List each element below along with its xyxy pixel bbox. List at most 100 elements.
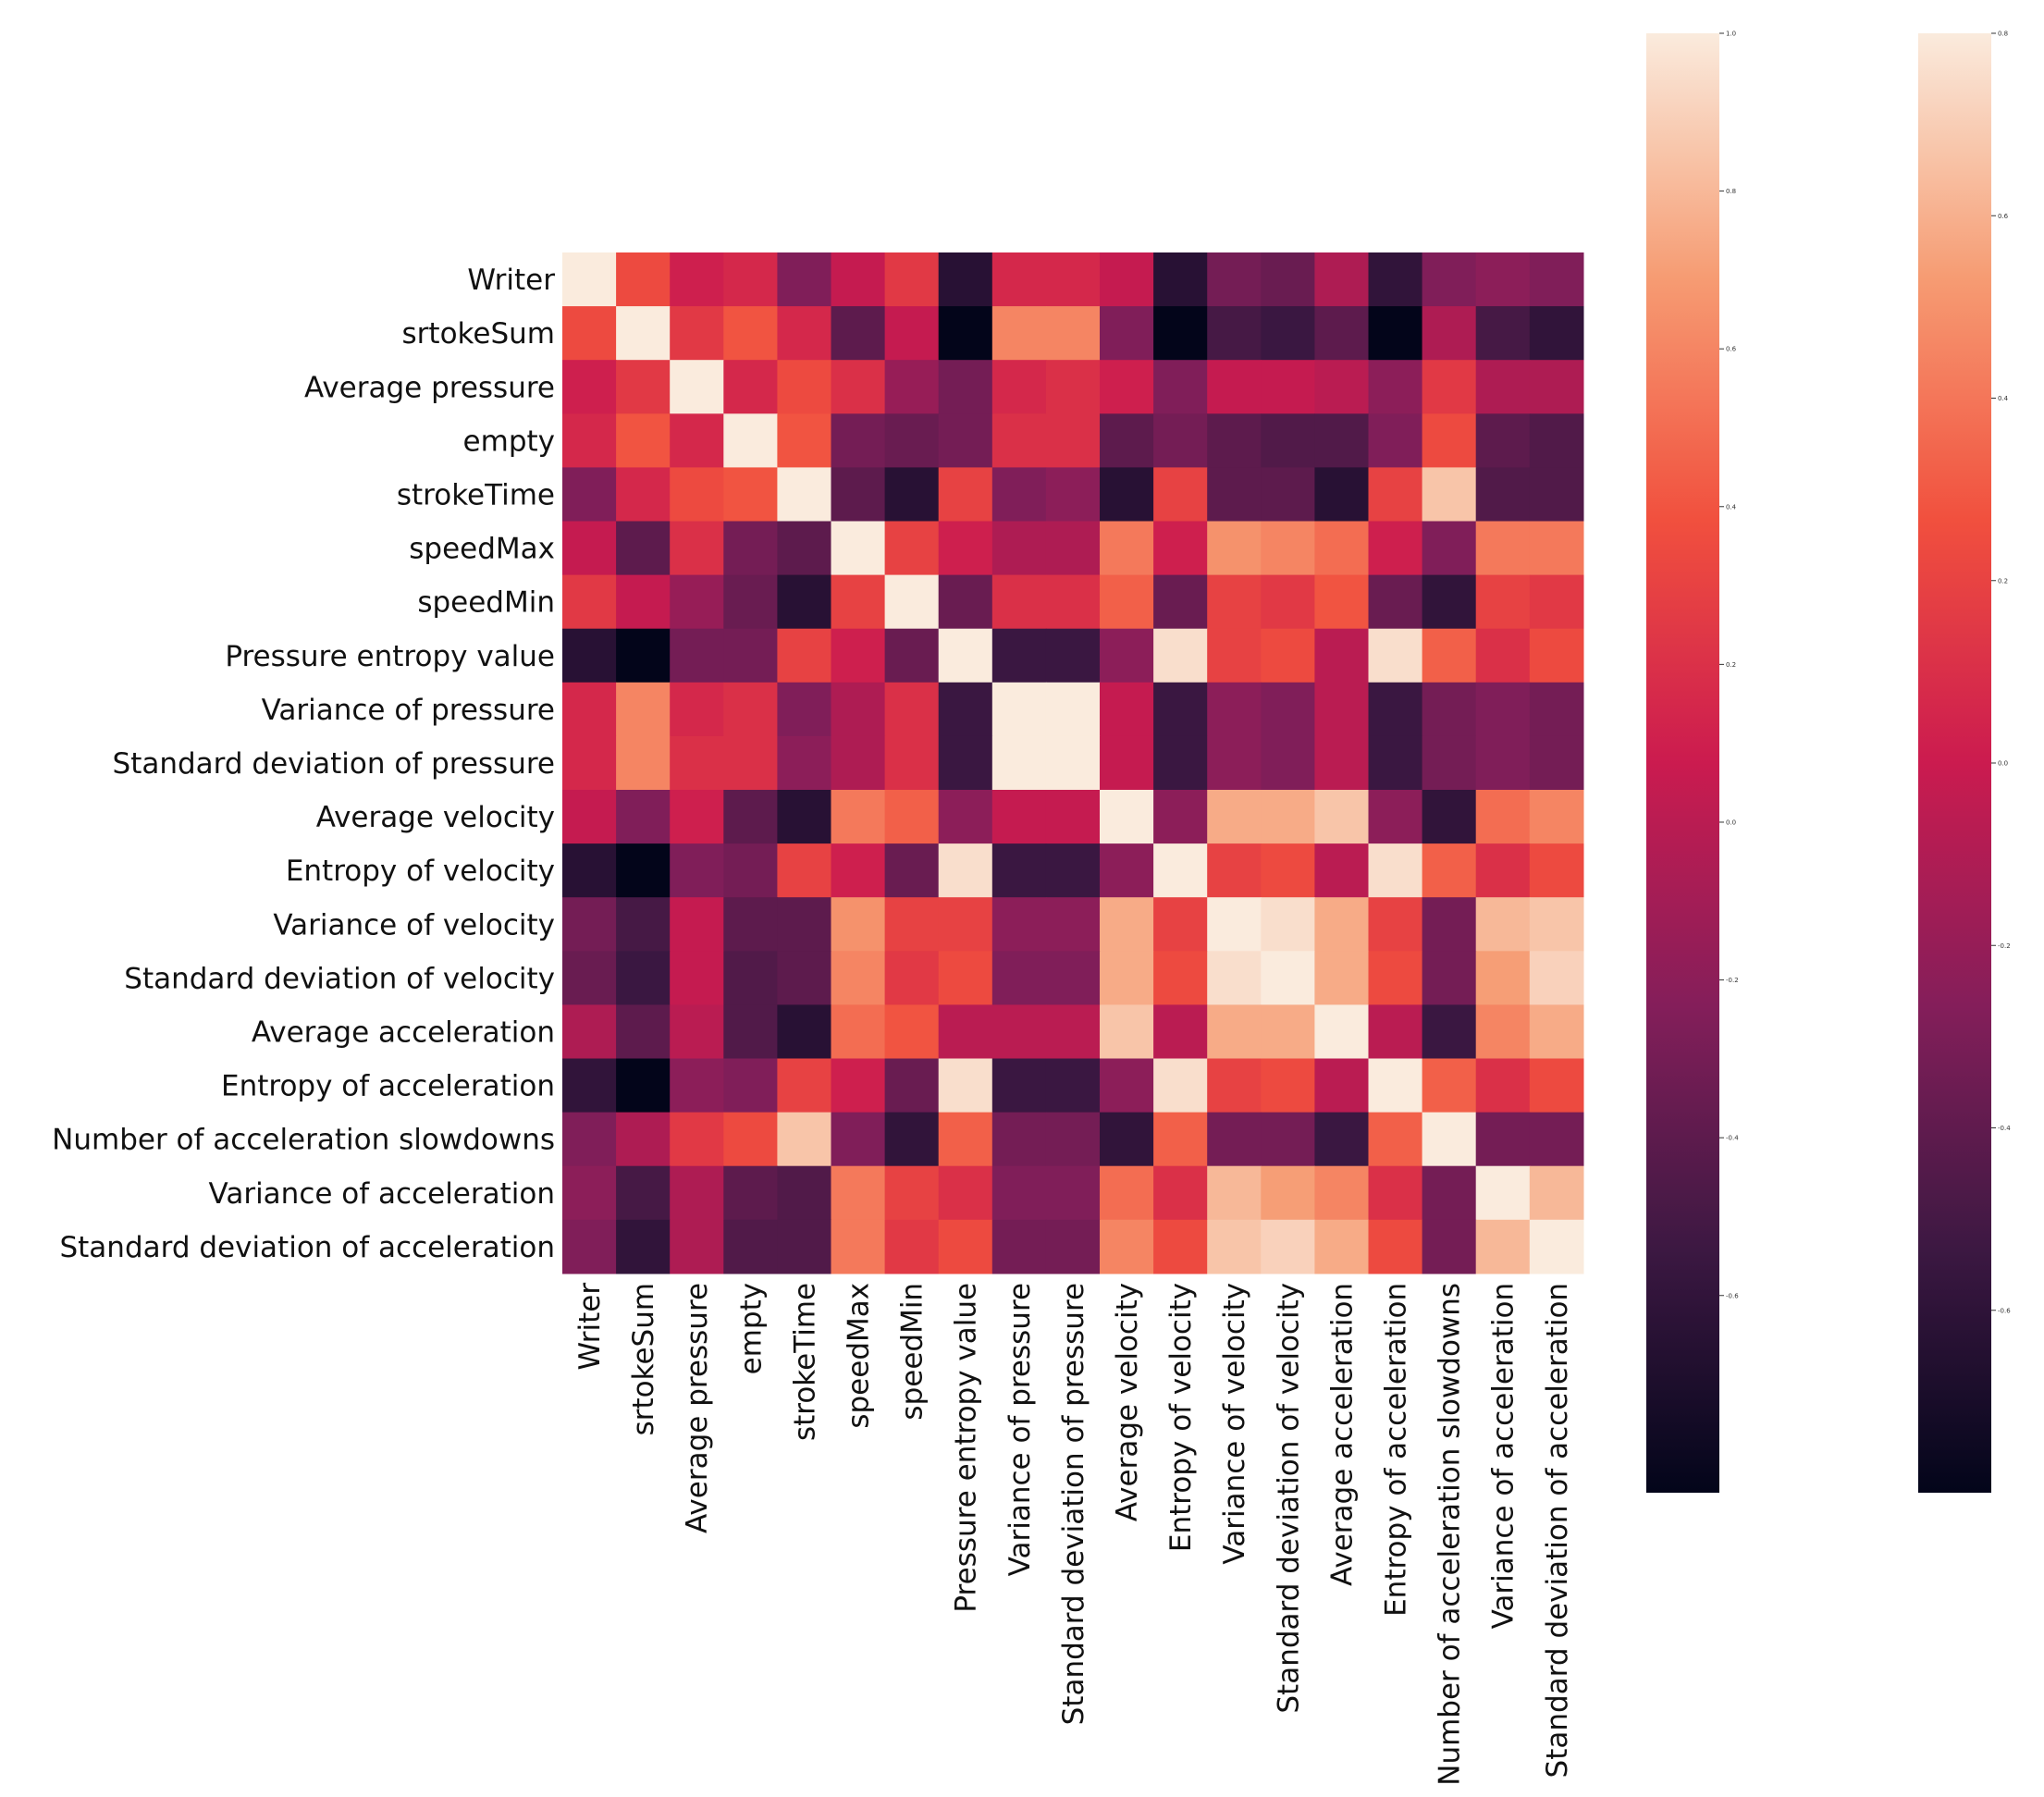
heatmap-cell (723, 790, 778, 844)
heatmap-cell (1529, 521, 1584, 576)
heatmap-cell (1153, 252, 1208, 307)
heatmap-cell (831, 306, 886, 361)
heatmap-cell (670, 360, 724, 414)
heatmap-cell (670, 306, 724, 361)
heatmap-cell (884, 1058, 940, 1114)
heatmap-cell (991, 360, 1047, 414)
heatmap-cell (884, 1219, 940, 1274)
heatmap-cell (1314, 252, 1370, 307)
heatmap-cell (1045, 790, 1101, 844)
heatmap-cell (616, 1219, 671, 1274)
heatmap-cell (1422, 467, 1477, 523)
heatmap-cell (1153, 574, 1208, 630)
heatmap-cell (1422, 951, 1477, 1005)
heatmap-cell (723, 1219, 778, 1274)
row-tick-label: Standard deviation of velocity (124, 962, 555, 995)
heatmap-cell (1529, 1112, 1584, 1167)
heatmap-cell (884, 1165, 940, 1221)
heatmap-cell (777, 1165, 832, 1221)
heatmap-cell (1153, 843, 1208, 898)
colorbar-tick-label: -0.4 (1726, 1135, 1739, 1142)
heatmap-cell (938, 790, 993, 844)
heatmap-cell (1207, 1058, 1262, 1114)
heatmap-cell (670, 413, 724, 468)
heatmap-cell (1100, 628, 1154, 683)
heatmap-cell (1207, 735, 1262, 791)
heatmap-cell (1153, 735, 1208, 791)
heatmap-cell (777, 1004, 832, 1060)
heatmap-cell (1314, 951, 1370, 1005)
heatmap-cell (1261, 843, 1315, 898)
heatmap-cell (1100, 682, 1154, 737)
heatmap-cell (723, 252, 778, 307)
heatmap-cell (562, 360, 617, 414)
column-tick-label: empty (734, 1283, 768, 1374)
heatmap-cell (777, 897, 832, 952)
heatmap-cell (616, 252, 671, 307)
heatmap-cell (1261, 413, 1315, 468)
heatmap-cell (1100, 735, 1154, 791)
heatmap-cell (616, 360, 671, 414)
heatmap-cell (1475, 306, 1531, 361)
heatmap-cell (938, 682, 993, 737)
heatmap-cell (991, 1165, 1047, 1221)
heatmap-cell (1207, 467, 1262, 523)
heatmap-cell (1153, 1219, 1208, 1274)
heatmap-cell (1153, 521, 1208, 576)
heatmap-cell (1314, 413, 1370, 468)
heatmap-cell (1100, 1112, 1154, 1167)
heatmap-cell (1368, 467, 1423, 523)
heatmap-cell (991, 252, 1047, 307)
heatmap-cell (1422, 413, 1477, 468)
heatmap-cell (562, 790, 617, 844)
heatmap-cell (884, 735, 940, 791)
colorbar-tick-label: 0.2 (1998, 577, 2008, 585)
heatmap-cell (1314, 1219, 1370, 1274)
heatmap-cell (1100, 843, 1154, 898)
heatmap-cell (1261, 574, 1315, 630)
heatmap-cell (670, 1112, 724, 1167)
heatmap-cell (1529, 574, 1584, 630)
heatmap-cell (1045, 897, 1101, 952)
heatmap-cell (938, 735, 993, 791)
colorbar-tick-label: 0.6 (1726, 346, 1737, 353)
heatmap-cell (938, 1112, 993, 1167)
heatmap-cell (777, 682, 832, 737)
heatmap-cell (1207, 306, 1262, 361)
row-tick-label: speedMin (417, 586, 555, 620)
heatmap-cell (991, 574, 1047, 630)
colorbar-tick-label: -0.6 (1998, 1307, 2011, 1314)
heatmap-cell (1368, 1165, 1423, 1221)
heatmap-cell (1529, 1058, 1584, 1114)
heatmap-cell (831, 628, 886, 683)
heatmap-cell (991, 897, 1047, 952)
heatmap-cell (1422, 1058, 1477, 1114)
heatmap-cell (1529, 1004, 1584, 1060)
heatmap-cell (831, 735, 886, 791)
heatmap-cell (884, 897, 940, 952)
heatmap-cell (938, 467, 993, 523)
row-tick-label: Pressure entropy value (225, 640, 555, 673)
heatmap-cell (991, 467, 1047, 523)
heatmap-cell (670, 843, 724, 898)
heatmap-cell (1475, 1112, 1531, 1167)
heatmap-cell (1422, 790, 1477, 844)
heatmap-cell (884, 413, 940, 468)
heatmap-cell (1100, 252, 1154, 307)
heatmap-cell (1368, 306, 1423, 361)
heatmap-cell (723, 360, 778, 414)
column-tick-label: Variance of velocity (1218, 1283, 1251, 1565)
row-tick-label: Entropy of velocity (286, 855, 555, 888)
heatmap-cell (1529, 1165, 1584, 1221)
heatmap-cell (1475, 574, 1531, 630)
heatmap-cell (777, 574, 832, 630)
heatmap-cell (616, 628, 671, 683)
heatmap-cell (1261, 897, 1315, 952)
heatmap-cell (831, 467, 886, 523)
heatmap-cell (1207, 790, 1262, 844)
heatmap-cell (777, 951, 832, 1005)
heatmap-cell (938, 843, 993, 898)
heatmap-cell (616, 521, 671, 576)
colorbar-tick-label: -0.2 (1998, 942, 2011, 950)
colorbar-tick-label: 1.0 (1726, 31, 1736, 38)
